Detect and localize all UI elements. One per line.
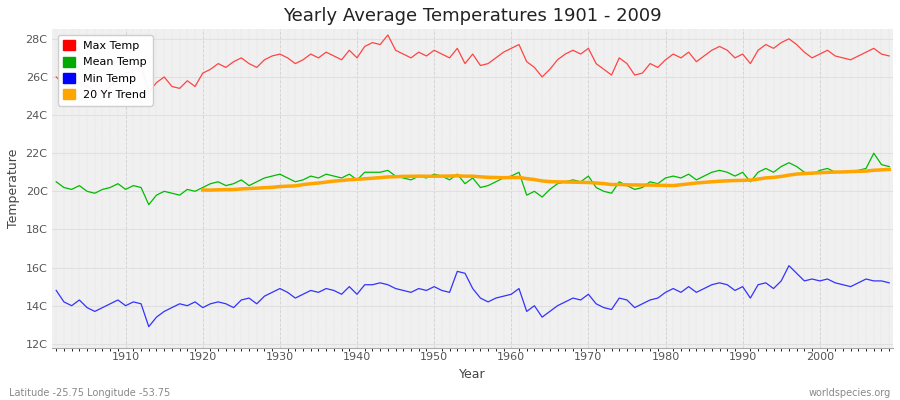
Min Temp — [784, 263, 795, 268]
Min Temp — [337, 292, 347, 297]
Min Temp — [514, 286, 525, 291]
Max Temp — [337, 57, 347, 62]
Y-axis label: Temperature: Temperature — [7, 149, 20, 228]
Max Temp — [121, 71, 131, 76]
Min Temp — [290, 296, 301, 300]
X-axis label: Year: Year — [459, 368, 486, 381]
Min Temp — [112, 298, 123, 302]
Min Temp — [506, 292, 517, 297]
20 Yr Trend — [884, 167, 895, 172]
Mean Temp — [50, 179, 61, 184]
Line: Max Temp: Max Temp — [56, 35, 889, 92]
20 Yr Trend — [413, 174, 424, 178]
Max Temp — [290, 61, 301, 66]
20 Yr Trend — [205, 188, 216, 192]
Mean Temp — [143, 202, 154, 207]
Line: Mean Temp: Mean Temp — [56, 153, 889, 205]
Min Temp — [606, 307, 616, 312]
Mean Temp — [884, 164, 895, 169]
Mean Temp — [606, 191, 616, 196]
Max Temp — [97, 90, 108, 94]
Title: Yearly Average Temperatures 1901 - 2009: Yearly Average Temperatures 1901 - 2009 — [284, 7, 662, 25]
Max Temp — [50, 74, 61, 79]
Max Temp — [514, 42, 525, 47]
Mean Temp — [868, 151, 879, 156]
Mean Temp — [506, 174, 517, 178]
Mean Temp — [514, 170, 525, 175]
20 Yr Trend — [683, 182, 694, 186]
20 Yr Trend — [791, 172, 802, 176]
Min Temp — [143, 324, 154, 329]
20 Yr Trend — [860, 169, 871, 174]
Max Temp — [614, 56, 625, 60]
Min Temp — [884, 280, 895, 285]
Max Temp — [884, 54, 895, 58]
Line: 20 Yr Trend: 20 Yr Trend — [202, 169, 889, 190]
Text: worldspecies.org: worldspecies.org — [809, 388, 891, 398]
Max Temp — [382, 32, 393, 37]
Mean Temp — [290, 179, 301, 184]
Max Temp — [521, 59, 532, 64]
Mean Temp — [112, 181, 123, 186]
Text: Latitude -25.75 Longitude -53.75: Latitude -25.75 Longitude -53.75 — [9, 388, 170, 398]
Min Temp — [50, 288, 61, 293]
20 Yr Trend — [197, 188, 208, 192]
Legend: Max Temp, Mean Temp, Min Temp, 20 Yr Trend: Max Temp, Mean Temp, Min Temp, 20 Yr Tre… — [58, 35, 153, 106]
20 Yr Trend — [776, 174, 787, 179]
Mean Temp — [337, 176, 347, 180]
20 Yr Trend — [298, 182, 309, 187]
Line: Min Temp: Min Temp — [56, 266, 889, 327]
